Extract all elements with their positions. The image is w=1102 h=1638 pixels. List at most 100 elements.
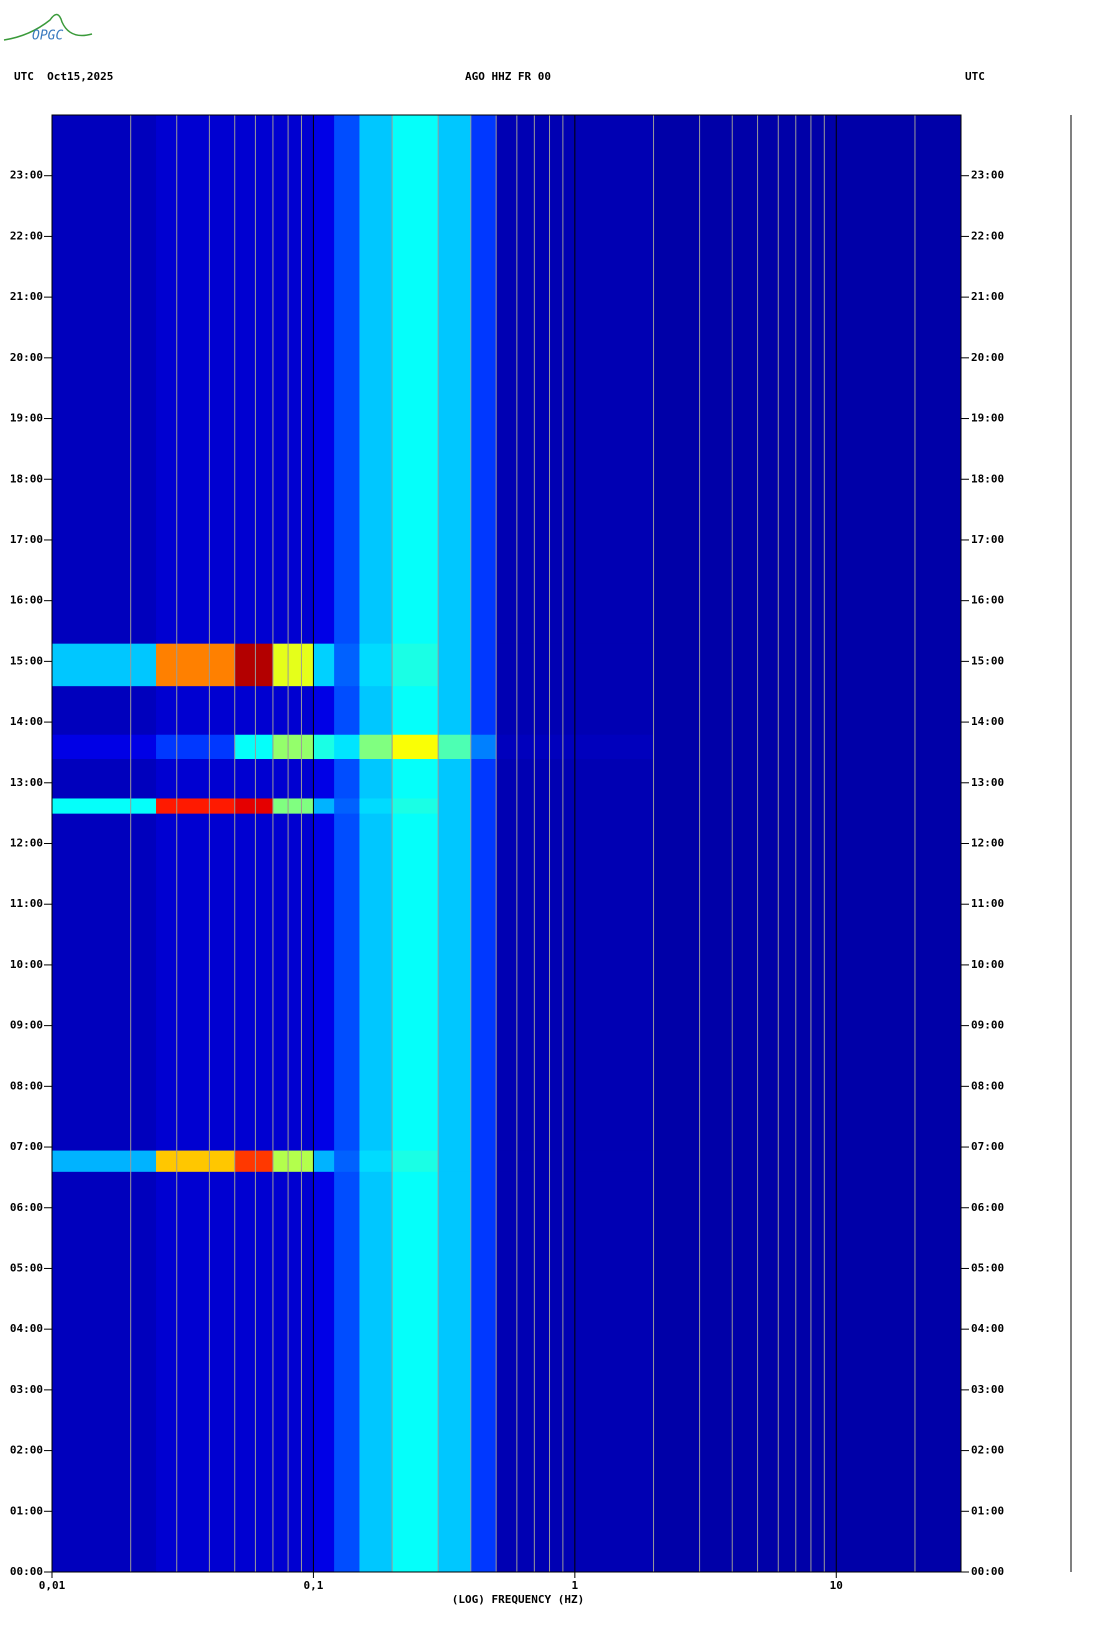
heatmap-cell: [234, 734, 274, 760]
heatmap-cell: [438, 758, 472, 799]
y-tick-label: 12:00: [10, 837, 43, 850]
logo-text: OPGC: [32, 29, 63, 44]
heatmap-cell: [438, 685, 472, 735]
heatmap-cell: [313, 115, 335, 644]
y-tick-label: 14:00: [10, 715, 43, 728]
y-tick-label: 18:00: [10, 472, 43, 485]
heatmap-cell: [392, 643, 439, 687]
heatmap-cell: [392, 685, 439, 735]
chart-title: AGO HHZ FR 00: [465, 70, 551, 83]
y-tick-label-right: 10:00: [971, 958, 1004, 971]
heatmap-cell: [470, 115, 497, 644]
x-tick-label: 10: [830, 1579, 843, 1592]
y-tick-label: 05:00: [10, 1261, 43, 1274]
y-tick-label: 10:00: [10, 958, 43, 971]
y-tick-label: 03:00: [10, 1383, 43, 1396]
x-axis-label: (LOG) FREQUENCY (HZ): [452, 1593, 584, 1606]
y-tick-label-right: 09:00: [971, 1019, 1004, 1032]
heatmap-cell: [470, 797, 497, 814]
heatmap-cell: [234, 643, 274, 687]
heatmap-cell: [313, 758, 335, 799]
heatmap-cell: [156, 643, 236, 687]
heatmap-cell: [52, 734, 157, 760]
y-tick-label: 01:00: [10, 1504, 43, 1517]
heatmap-cell: [156, 1171, 236, 1573]
heatmap-cell: [438, 734, 472, 760]
heatmap-cell: [359, 643, 393, 687]
heatmap-cell: [52, 813, 157, 1151]
heatmap-cell: [313, 1171, 335, 1573]
heatmap-cell: [272, 1171, 314, 1573]
heatmap-cell: [438, 813, 472, 1151]
heatmap-cell: [272, 1150, 314, 1172]
heatmap-cell: [334, 1171, 360, 1573]
y-tick-label-right: 08:00: [971, 1079, 1004, 1092]
y-tick-label: 20:00: [10, 351, 43, 364]
y-tick-label: 13:00: [10, 776, 43, 789]
y-tick-label: 00:00: [10, 1565, 43, 1578]
heatmap-cell: [234, 115, 274, 644]
heatmap-cell: [470, 1150, 497, 1172]
heatmap-cell: [438, 1150, 472, 1172]
y-tick-label: 09:00: [10, 1019, 43, 1032]
y-tick-label-right: 13:00: [971, 776, 1004, 789]
heatmap-cell: [52, 1150, 157, 1172]
heatmap-cell: [156, 115, 236, 644]
heatmap-cell: [653, 1171, 962, 1573]
heatmap-cell: [359, 813, 393, 1151]
heatmap-cell: [438, 1171, 472, 1573]
heatmap-cell: [334, 758, 360, 799]
y-tick-label-right: 15:00: [971, 654, 1004, 667]
heatmap-cell: [52, 1171, 157, 1573]
heatmap-cell: [359, 734, 393, 760]
y-tick-label: 15:00: [10, 654, 43, 667]
heatmap-cell: [156, 758, 236, 799]
heatmap-cell: [334, 734, 360, 760]
heatmap-cell: [653, 1150, 962, 1172]
right-label: UTC: [965, 70, 985, 83]
heatmap-cell: [334, 797, 360, 814]
heatmap-cell: [156, 813, 236, 1151]
y-tick-label-right: 16:00: [971, 594, 1004, 607]
heatmap-cell: [313, 1150, 335, 1172]
heatmap-cell: [438, 115, 472, 644]
heatmap-cell: [156, 734, 236, 760]
heatmap-cell: [52, 115, 157, 644]
heatmap-cell: [334, 813, 360, 1151]
y-tick-label: 16:00: [10, 594, 43, 607]
heatmap-cell: [470, 685, 497, 735]
y-tick-label: 11:00: [10, 897, 43, 910]
y-tick-label-right: 23:00: [971, 169, 1004, 182]
y-tick-label-right: 19:00: [971, 412, 1004, 425]
y-tick-label-right: 01:00: [971, 1504, 1004, 1517]
y-tick-label-right: 11:00: [971, 897, 1004, 910]
y-tick-label-right: 02:00: [971, 1444, 1004, 1457]
y-tick-label-right: 20:00: [971, 351, 1004, 364]
y-tick-label-right: 05:00: [971, 1261, 1004, 1274]
heatmap-cell: [313, 813, 335, 1151]
heatmap-cell: [438, 797, 472, 814]
heatmap-cell: [470, 734, 497, 760]
heatmap-cell: [272, 115, 314, 644]
heatmap-cell: [234, 813, 274, 1151]
heatmap-cell: [359, 797, 393, 814]
x-tick-label: 0,1: [303, 1579, 323, 1592]
heatmap-cell: [392, 734, 439, 760]
heatmap-cell: [359, 115, 393, 644]
heatmap-cell: [392, 115, 439, 644]
y-tick-label: 04:00: [10, 1322, 43, 1335]
heatmap-cell: [653, 797, 962, 814]
heatmap-cell: [470, 758, 497, 799]
heatmap-cell: [313, 797, 335, 814]
heatmap-cell: [359, 758, 393, 799]
y-tick-label-right: 00:00: [971, 1565, 1004, 1578]
y-tick-label: 02:00: [10, 1444, 43, 1457]
heatmap-cell: [392, 758, 439, 799]
logo-curve: [3, 13, 93, 41]
y-tick-label: 22:00: [10, 229, 43, 242]
heatmap-cell: [272, 734, 314, 760]
y-tick-label-right: 06:00: [971, 1201, 1004, 1214]
heatmap-cell: [653, 734, 962, 760]
heatmap-cell: [234, 758, 274, 799]
